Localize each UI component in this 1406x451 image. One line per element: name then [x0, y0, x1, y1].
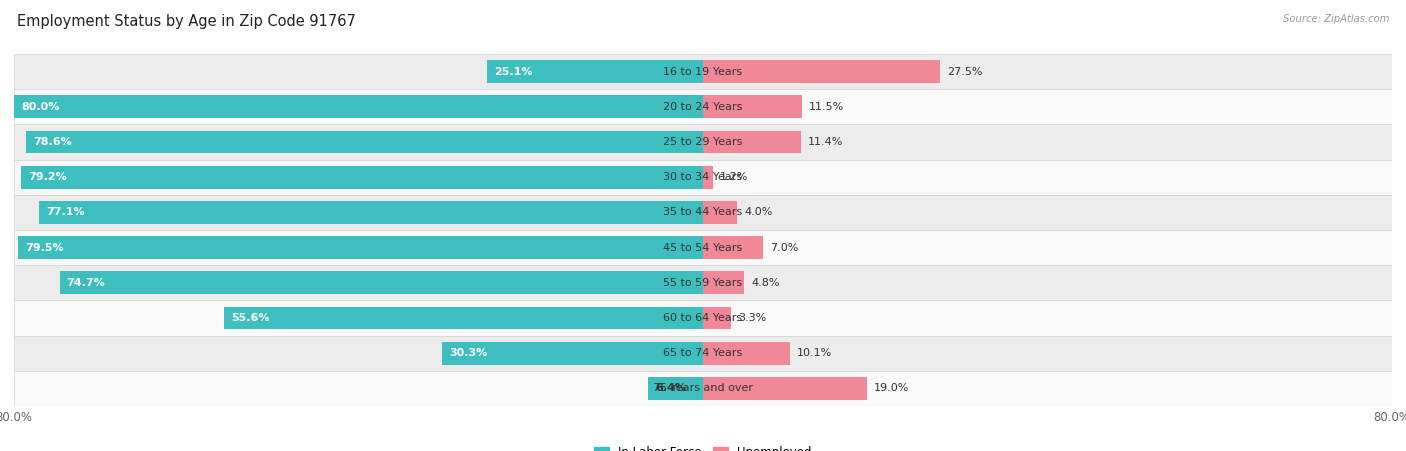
- Text: Source: ZipAtlas.com: Source: ZipAtlas.com: [1282, 14, 1389, 23]
- Text: 20 to 24 Years: 20 to 24 Years: [664, 102, 742, 112]
- Bar: [14, 96, 703, 118]
- Bar: [14, 371, 1392, 406]
- Bar: [703, 272, 744, 294]
- Bar: [14, 300, 1392, 336]
- Text: 1.2%: 1.2%: [720, 172, 748, 182]
- Bar: [14, 54, 1392, 89]
- Text: 30.3%: 30.3%: [449, 348, 488, 358]
- Text: 60 to 64 Years: 60 to 64 Years: [664, 313, 742, 323]
- Text: 10.1%: 10.1%: [797, 348, 832, 358]
- Bar: [39, 201, 703, 224]
- Bar: [703, 131, 801, 153]
- Bar: [14, 124, 1392, 160]
- Bar: [441, 342, 703, 364]
- Text: 30 to 34 Years: 30 to 34 Years: [664, 172, 742, 182]
- Text: 7.0%: 7.0%: [770, 243, 799, 253]
- Bar: [21, 166, 703, 189]
- Text: 79.2%: 79.2%: [28, 172, 66, 182]
- Bar: [59, 272, 703, 294]
- Bar: [703, 307, 731, 329]
- Bar: [703, 96, 801, 118]
- Text: 77.1%: 77.1%: [46, 207, 84, 217]
- Bar: [18, 236, 703, 259]
- Text: 65 to 74 Years: 65 to 74 Years: [664, 348, 742, 358]
- Text: 6.4%: 6.4%: [655, 383, 686, 393]
- Bar: [14, 160, 1392, 195]
- Legend: In Labor Force, Unemployed: In Labor Force, Unemployed: [589, 441, 817, 451]
- Text: 55 to 59 Years: 55 to 59 Years: [664, 278, 742, 288]
- Bar: [703, 236, 763, 259]
- Bar: [703, 60, 939, 83]
- Bar: [703, 342, 790, 364]
- Text: 45 to 54 Years: 45 to 54 Years: [664, 243, 742, 253]
- Bar: [486, 60, 703, 83]
- Bar: [14, 89, 1392, 124]
- Bar: [14, 195, 1392, 230]
- Bar: [648, 377, 703, 400]
- Text: 79.5%: 79.5%: [25, 243, 63, 253]
- Text: 4.8%: 4.8%: [751, 278, 780, 288]
- Bar: [14, 336, 1392, 371]
- Text: 16 to 19 Years: 16 to 19 Years: [664, 67, 742, 77]
- Bar: [703, 377, 866, 400]
- Text: 27.5%: 27.5%: [946, 67, 983, 77]
- Text: 75 Years and over: 75 Years and over: [652, 383, 754, 393]
- Text: 4.0%: 4.0%: [744, 207, 773, 217]
- Text: 25.1%: 25.1%: [494, 67, 533, 77]
- Text: 25 to 29 Years: 25 to 29 Years: [664, 137, 742, 147]
- Text: 3.3%: 3.3%: [738, 313, 766, 323]
- Bar: [14, 265, 1392, 300]
- Text: 74.7%: 74.7%: [66, 278, 105, 288]
- Text: 78.6%: 78.6%: [32, 137, 72, 147]
- Text: 35 to 44 Years: 35 to 44 Years: [664, 207, 742, 217]
- Text: 55.6%: 55.6%: [231, 313, 270, 323]
- Text: 19.0%: 19.0%: [873, 383, 908, 393]
- Bar: [14, 230, 1392, 265]
- Bar: [224, 307, 703, 329]
- Text: 80.0%: 80.0%: [21, 102, 59, 112]
- Text: 11.5%: 11.5%: [808, 102, 844, 112]
- Bar: [703, 166, 713, 189]
- Text: 11.4%: 11.4%: [808, 137, 844, 147]
- Bar: [27, 131, 703, 153]
- Text: Employment Status by Age in Zip Code 91767: Employment Status by Age in Zip Code 917…: [17, 14, 356, 28]
- Bar: [703, 201, 738, 224]
